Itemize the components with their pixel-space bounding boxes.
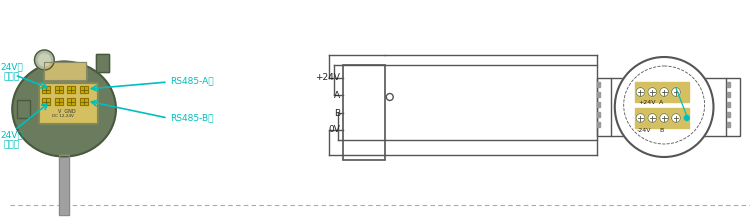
- Bar: [96, 54, 109, 72]
- Bar: [56, 86, 63, 93]
- Text: B: B: [334, 108, 340, 118]
- Bar: [59, 155, 69, 215]
- Text: RS485-A极: RS485-A极: [170, 76, 213, 85]
- Bar: [43, 86, 50, 93]
- Bar: [597, 78, 610, 136]
- Bar: [16, 100, 29, 118]
- Bar: [80, 86, 88, 93]
- Bar: [96, 54, 109, 72]
- Circle shape: [648, 88, 657, 97]
- Bar: [597, 102, 600, 107]
- Circle shape: [660, 88, 668, 97]
- Circle shape: [636, 88, 645, 97]
- Bar: [80, 98, 88, 105]
- Bar: [597, 122, 600, 127]
- Circle shape: [684, 115, 689, 120]
- Bar: [728, 102, 730, 107]
- Bar: [597, 82, 600, 87]
- Text: 24V电
源正极: 24V电 源正极: [1, 62, 23, 82]
- Circle shape: [648, 113, 657, 122]
- Circle shape: [671, 113, 680, 122]
- Bar: [726, 78, 740, 136]
- Text: V  GND: V GND: [58, 109, 76, 114]
- Circle shape: [636, 113, 645, 122]
- Bar: [597, 112, 600, 117]
- Bar: [44, 62, 86, 80]
- Bar: [634, 82, 688, 102]
- Ellipse shape: [12, 62, 116, 157]
- Circle shape: [671, 88, 680, 97]
- Bar: [728, 122, 730, 127]
- Bar: [16, 100, 29, 118]
- Bar: [80, 98, 88, 105]
- Text: +24V: +24V: [316, 74, 340, 83]
- Text: DC 12-24V: DC 12-24V: [53, 114, 74, 118]
- Bar: [728, 112, 730, 117]
- Text: 24V电
源负极: 24V电 源负极: [1, 130, 23, 150]
- Bar: [56, 98, 63, 105]
- Text: RS485-B极: RS485-B极: [170, 113, 213, 122]
- Circle shape: [34, 50, 54, 70]
- Bar: [59, 155, 69, 215]
- Bar: [80, 86, 88, 93]
- Circle shape: [660, 113, 668, 122]
- Circle shape: [38, 54, 50, 66]
- Bar: [728, 92, 730, 97]
- Bar: [56, 98, 63, 105]
- Bar: [67, 86, 75, 93]
- Text: 0V: 0V: [328, 125, 340, 134]
- Bar: [67, 86, 75, 93]
- Bar: [40, 83, 97, 123]
- Bar: [56, 86, 63, 93]
- Text: +24V: +24V: [638, 101, 656, 106]
- Bar: [40, 83, 97, 123]
- Bar: [728, 82, 730, 87]
- Bar: [344, 65, 385, 160]
- Bar: [43, 86, 50, 93]
- Text: A: A: [659, 101, 664, 106]
- Bar: [44, 62, 86, 80]
- Bar: [43, 98, 50, 105]
- Bar: [634, 108, 688, 128]
- Bar: [43, 98, 50, 105]
- Text: -24V: -24V: [637, 129, 651, 134]
- Ellipse shape: [615, 57, 713, 157]
- Text: A: A: [334, 90, 340, 99]
- Bar: [67, 98, 75, 105]
- Bar: [67, 98, 75, 105]
- Text: B: B: [659, 129, 664, 134]
- Bar: [597, 92, 600, 97]
